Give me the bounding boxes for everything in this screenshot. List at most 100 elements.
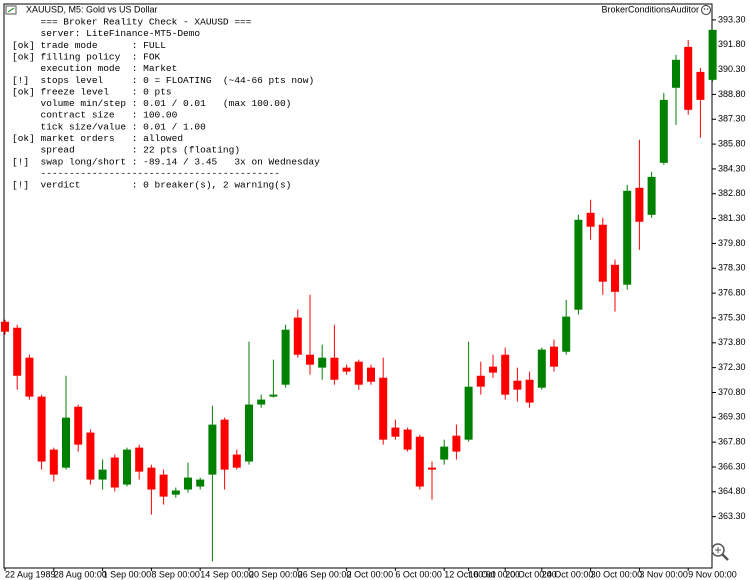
candle-body bbox=[562, 316, 571, 352]
candle-body bbox=[123, 449, 131, 485]
y-tick-label: 363.30 bbox=[718, 511, 746, 521]
y-tick-label: 381.30 bbox=[718, 213, 746, 223]
candle-body bbox=[574, 219, 583, 310]
plot-frame bbox=[3, 3, 713, 569]
x-tick-label: 30 Oct 00:00 bbox=[591, 569, 643, 579]
candle-body bbox=[232, 454, 241, 468]
candle-body bbox=[62, 417, 70, 468]
audit-line: [ok] freeze level : 0 pts bbox=[12, 86, 172, 97]
y-tick-label: 375.30 bbox=[718, 312, 746, 322]
candle-body bbox=[281, 329, 290, 385]
candle-body bbox=[135, 447, 144, 472]
candle-body bbox=[257, 399, 266, 405]
audit-line: [ok] market orders : allowed bbox=[12, 133, 183, 144]
audit-line: [!] verdict : 0 breaker(s), 2 warning(s) bbox=[12, 180, 291, 191]
x-tick-label: 1 Sep 00:00 bbox=[103, 569, 152, 579]
candle-body bbox=[367, 367, 375, 382]
audit-line: contract size : 100.00 bbox=[12, 110, 178, 121]
candle-body bbox=[391, 427, 400, 437]
x-tick-label: 20 Sep 00:00 bbox=[249, 569, 303, 579]
x-tick-label: 14 Sep 00:00 bbox=[200, 569, 254, 579]
candle-body bbox=[598, 224, 607, 282]
candle-body bbox=[415, 436, 424, 487]
audit-line: tick size/value : 0.01 / 1.00 bbox=[12, 121, 206, 132]
candle-body bbox=[672, 59, 680, 88]
candle-body bbox=[635, 187, 644, 222]
zoom-icon[interactable] bbox=[711, 543, 729, 561]
y-tick-label: 391.80 bbox=[718, 39, 746, 49]
audit-line: [!] swap long/short : -89.14 / 3.45 3x o… bbox=[12, 156, 320, 167]
candle-body bbox=[403, 429, 412, 450]
candle-body bbox=[110, 457, 119, 488]
candle-body bbox=[525, 379, 534, 403]
x-tick-label: 26 Sep 00:00 bbox=[298, 569, 352, 579]
y-tick-label: 390.30 bbox=[718, 64, 746, 74]
candle-body bbox=[342, 367, 351, 372]
audit-line: [!] stops level : 0 = FLOATING (~44-66 p… bbox=[12, 75, 314, 86]
y-tick-label: 379.80 bbox=[718, 238, 746, 248]
x-tick-label: 6 Oct 00:00 bbox=[395, 569, 442, 579]
chart-title: XAUUSD, M5: Gold vs US Dollar bbox=[26, 4, 158, 14]
candle-body bbox=[86, 432, 95, 480]
candle-body bbox=[37, 396, 46, 462]
x-tick-label: 20 Oct 00:00 bbox=[505, 569, 557, 579]
candle-body bbox=[171, 490, 180, 495]
x-tick-label: 28 Aug 00:00 bbox=[54, 569, 107, 579]
candle-body bbox=[708, 29, 717, 80]
y-tick-label: 384.30 bbox=[718, 163, 746, 173]
y-tick-label: 370.80 bbox=[718, 387, 746, 397]
candle-body bbox=[489, 366, 497, 373]
audit-line: [ok] trade mode : FULL bbox=[12, 40, 166, 51]
candle-body bbox=[147, 467, 156, 490]
candle-body bbox=[379, 377, 388, 440]
candle-body bbox=[428, 467, 436, 470]
audit-line: volume min/step : 0.01 / 0.01 (max 100.0… bbox=[12, 98, 291, 109]
candle-body bbox=[74, 406, 83, 445]
x-tick-label: 16 Oct 00:00 bbox=[469, 569, 521, 579]
candle-body bbox=[354, 361, 363, 385]
y-tick-label: 393.30 bbox=[718, 14, 746, 24]
audit-line: execution mode : Market bbox=[12, 63, 177, 74]
audit-line: spread : 22 pts (floating) bbox=[12, 145, 240, 156]
candle-body bbox=[537, 349, 546, 388]
candle-body bbox=[220, 419, 229, 470]
y-tick-label: 387.30 bbox=[718, 114, 746, 124]
candle-body bbox=[159, 474, 168, 497]
candle-body bbox=[659, 99, 668, 163]
audit-line: [ok] filling policy : FOK bbox=[12, 51, 161, 62]
audit-line: === Broker Reality Check - XAUUSD === bbox=[12, 17, 252, 28]
audit-line: server: LiteFinance-MT5-Demo bbox=[12, 28, 200, 39]
y-tick-label: 388.80 bbox=[718, 89, 746, 99]
candle-body bbox=[647, 176, 656, 215]
candle-body bbox=[269, 394, 278, 397]
candle-body bbox=[245, 404, 253, 462]
y-tick-label: 366.30 bbox=[718, 461, 746, 471]
candle-body bbox=[550, 346, 558, 367]
y-tick-label: 385.80 bbox=[718, 138, 746, 148]
x-tick-label: 9 Nov 00:00 bbox=[688, 569, 737, 579]
candle-body bbox=[184, 477, 192, 490]
y-tick-label: 378.30 bbox=[718, 263, 746, 273]
x-tick-label: 3 Nov 00:00 bbox=[639, 569, 688, 579]
x-tick-label: 2 Oct 00:00 bbox=[347, 569, 394, 579]
candle-body bbox=[208, 424, 217, 475]
symbol-icon bbox=[5, 5, 17, 15]
y-tick-label: 364.80 bbox=[718, 486, 746, 496]
candle-body bbox=[452, 435, 461, 452]
audit-line: ----------------------------------------… bbox=[12, 168, 280, 179]
candle-body bbox=[330, 357, 339, 380]
x-tick-label: 8 Sep 00:00 bbox=[151, 569, 200, 579]
x-tick-label: 12 Oct 00:00 bbox=[444, 569, 496, 579]
candle-body bbox=[501, 354, 510, 395]
candle-body bbox=[586, 212, 595, 227]
candle-body bbox=[1, 321, 9, 332]
y-tick-label: 367.80 bbox=[718, 437, 746, 447]
candle-body bbox=[13, 327, 22, 376]
candle-body bbox=[623, 190, 632, 285]
candle-body bbox=[464, 386, 473, 440]
x-tick-label: 22 Aug 1989 bbox=[5, 569, 56, 579]
candle-body bbox=[293, 317, 302, 355]
indicator-name: BrokerConditionsAuditor bbox=[601, 4, 699, 14]
y-tick-label: 373.80 bbox=[718, 337, 746, 347]
